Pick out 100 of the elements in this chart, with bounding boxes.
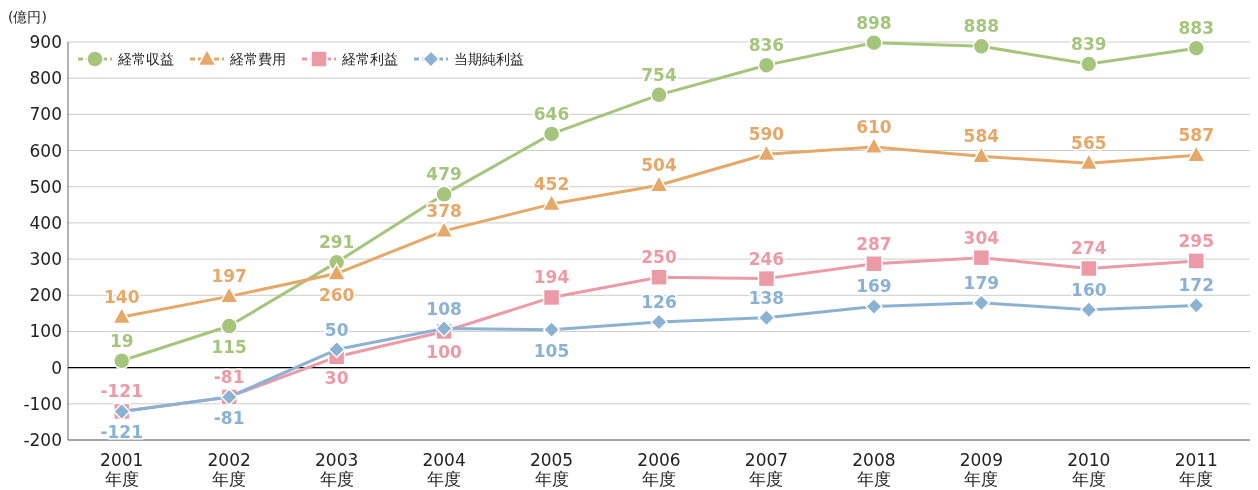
x-tick-label: 2002 年度 [207, 450, 251, 489]
point [757, 56, 776, 74]
data-label: 836 [748, 35, 785, 56]
data-label: 888 [963, 16, 1000, 37]
point [219, 286, 239, 304]
point [865, 297, 883, 316]
legend-label: 経常利益 [341, 51, 398, 67]
y-tick-label: 900 [29, 32, 62, 52]
data-label: 378 [426, 200, 462, 221]
data-label: 30 [324, 367, 349, 388]
data-label: 140 [103, 286, 140, 307]
y-tick-label: -100 [23, 393, 62, 414]
data-label: 100 [426, 342, 462, 363]
data-label: 590 [748, 124, 785, 145]
data-label: 584 [963, 126, 1000, 147]
data-label: 274 [1071, 238, 1107, 259]
point [650, 86, 668, 104]
data-label: 565 [1071, 133, 1107, 154]
data-label: 304 [963, 227, 1000, 248]
data-label: 246 [748, 248, 785, 269]
y-tick-label: 0 [51, 357, 62, 378]
data-label: 105 [533, 340, 570, 361]
data-label: 126 [641, 292, 677, 313]
legend-label: 経常収益 [117, 51, 174, 67]
y-tick-label: 300 [29, 249, 62, 270]
data-label: 194 [533, 267, 570, 288]
x-tick-label: 2010 年度 [1067, 450, 1111, 489]
y-tick-label: 500 [29, 176, 62, 197]
point [972, 37, 991, 56]
y-tick-label: 100 [29, 321, 62, 342]
data-label: 587 [1178, 125, 1215, 146]
data-label: 646 [533, 103, 570, 124]
data-label: 295 [1178, 230, 1215, 251]
data-label: 250 [641, 247, 677, 268]
data-label: 138 [748, 287, 785, 308]
point [865, 33, 883, 52]
x-tick-label: 2011 年度 [1174, 450, 1218, 489]
legend-label: 経常費用 [229, 51, 286, 67]
x-tick-label: 2004 年度 [422, 450, 466, 489]
y-tick-label: 700 [29, 104, 62, 125]
point [650, 268, 668, 286]
point [972, 248, 991, 267]
data-label: 50 [324, 319, 349, 340]
y-tick-label: 800 [29, 68, 62, 89]
data-label: 452 [533, 174, 570, 195]
data-label: 479 [426, 164, 462, 185]
data-label: -81 [213, 366, 245, 387]
y-tick-label: 200 [29, 285, 62, 306]
data-label: 287 [856, 233, 892, 254]
x-tick-label: 2001 年度 [100, 450, 144, 489]
y-tick-label: 600 [29, 140, 62, 161]
data-label: -121 [100, 422, 143, 443]
x-tick-label: 2003 年度 [315, 450, 359, 489]
point [112, 306, 132, 325]
y-tick-label: 400 [29, 212, 62, 233]
x-tick-label: 2009 年度 [959, 450, 1003, 489]
data-label: 19 [109, 330, 134, 351]
x-tick-label: 2008 年度 [852, 450, 896, 489]
data-label: 160 [1071, 279, 1107, 300]
y-axis-title: (億円) [8, 9, 47, 25]
point [327, 340, 346, 359]
point [542, 125, 561, 143]
data-label: 197 [211, 266, 247, 287]
data-label: 839 [1071, 34, 1107, 55]
point [1080, 259, 1098, 278]
point [1186, 144, 1206, 163]
data-label: 610 [856, 116, 892, 137]
point [327, 263, 347, 281]
data-label: 754 [641, 64, 677, 85]
data-label: 291 [318, 232, 355, 253]
x-tick-label: 2006 年度 [637, 450, 681, 489]
data-label: 883 [1178, 18, 1215, 39]
y-tick-label: -200 [23, 430, 62, 450]
data-label: 179 [963, 272, 1000, 293]
point [542, 288, 561, 307]
x-tick-label: 2005 年度 [529, 450, 574, 489]
data-label: -81 [213, 407, 245, 428]
point [1079, 152, 1099, 171]
point [1080, 55, 1098, 73]
data-label: 108 [426, 298, 462, 319]
point [1187, 39, 1206, 57]
point [865, 255, 883, 273]
point [542, 193, 562, 212]
point [756, 143, 776, 162]
data-label: 115 [211, 337, 247, 358]
point [649, 174, 669, 193]
point [434, 220, 454, 239]
data-label: 898 [856, 12, 892, 33]
point [972, 294, 991, 312]
data-label: -121 [100, 381, 143, 402]
x-tick-label: 2007 年度 [744, 450, 789, 489]
point [220, 317, 238, 335]
data-label: 172 [1178, 275, 1215, 296]
point [435, 185, 453, 204]
legend-label: 当期純利益 [454, 51, 524, 67]
point [864, 136, 884, 155]
point [112, 352, 131, 370]
point [1187, 252, 1206, 270]
point [650, 313, 668, 331]
data-label: 504 [641, 155, 677, 176]
